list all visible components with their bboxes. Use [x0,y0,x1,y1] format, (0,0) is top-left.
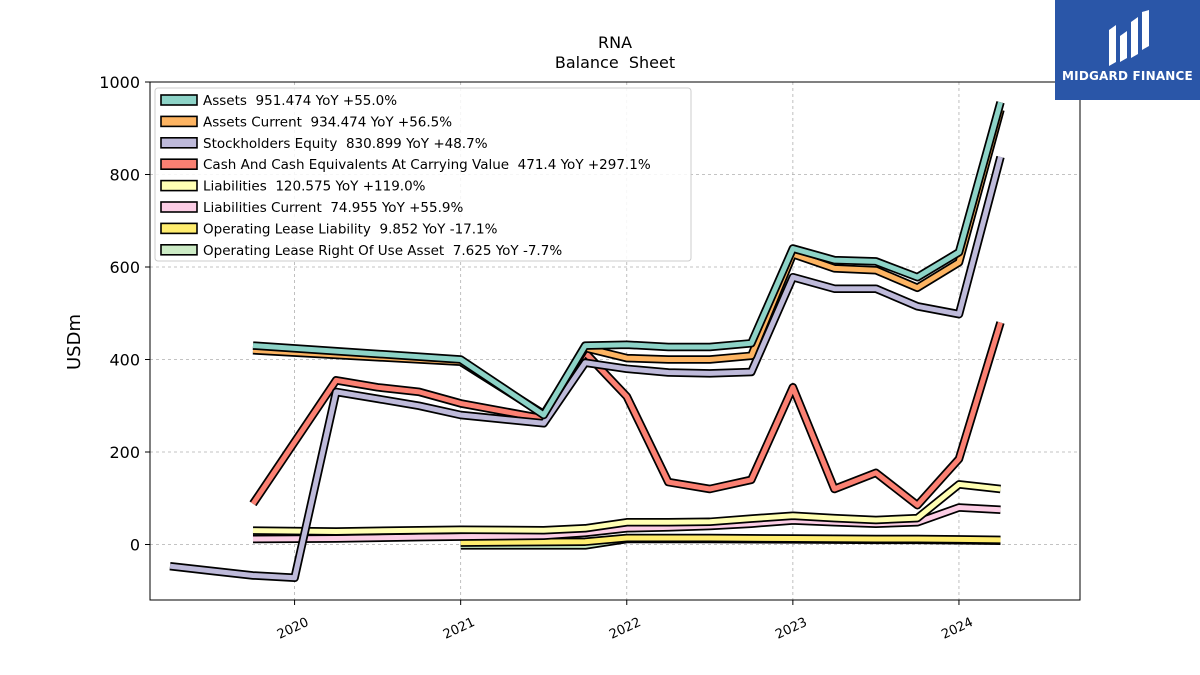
y-tick-label: 600 [109,258,140,277]
legend-swatch [160,179,198,192]
legend-swatch [160,137,198,149]
x-tick-label: 2021 [441,615,477,643]
legend-swatch [160,115,198,128]
legend-label: Stockholders Equity 830.899 YoY +48.7% [203,136,488,152]
series-line [252,101,1003,418]
midgard-finance-logo: MIDGARD FINANCE [1055,0,1200,100]
logo-mark-icon [1109,10,1149,66]
legend-swatch [160,201,198,213]
series-line [460,535,1001,546]
series-lines [169,101,1005,583]
logo-text: MIDGARD FINANCE [1062,69,1193,83]
chart-subtitle: Balance Sheet [555,53,675,72]
legend-label: Operating Lease Right Of Use Asset 7.625… [203,243,562,259]
legend-label: Liabilities 120.575 YoY +119.0% [203,179,426,195]
y-axis-label: USDm [64,314,85,370]
legend-label: Assets 951.474 YoY +55.0% [203,93,397,109]
legend-swatch [160,244,198,256]
legend-label: Assets Current 934.474 YoY +56.5% [203,114,452,130]
series-line [169,156,1003,581]
x-tick-label: 2023 [773,615,809,643]
plot-frame [149,81,1081,601]
legend-box [154,87,692,262]
series-line [250,321,1003,508]
y-tick-label: 400 [109,351,140,370]
x-tick-label: 2024 [939,615,975,643]
chart-title: RNA [598,33,632,52]
y-tick-label: 800 [109,166,140,185]
x-tick-label: 2020 [275,615,311,643]
x-tick-label: 2022 [607,615,643,643]
legend-swatch [160,158,198,170]
series-line [252,481,1001,534]
legend: Assets 951.474 YoY +55.0% Assets Current … [154,87,692,262]
y-tick-label: 0 [130,536,140,555]
legend-label: Liabilities Current 74.955 YoY +55.9% [203,200,463,216]
legend-label: Cash And Cash Equivalents At Carrying Va… [203,157,651,173]
legend-label: Operating Lease Liability 9.852 YoY -17.… [203,221,498,237]
y-tick-label: 1000 [99,73,140,92]
axis-ticks: 0 200 400 600 800 1000 2020 2021 2022 2023 2024 [99,73,975,643]
y-tick-label: 200 [109,443,140,462]
legend-swatch [160,94,198,106]
legend-swatch [160,222,198,235]
